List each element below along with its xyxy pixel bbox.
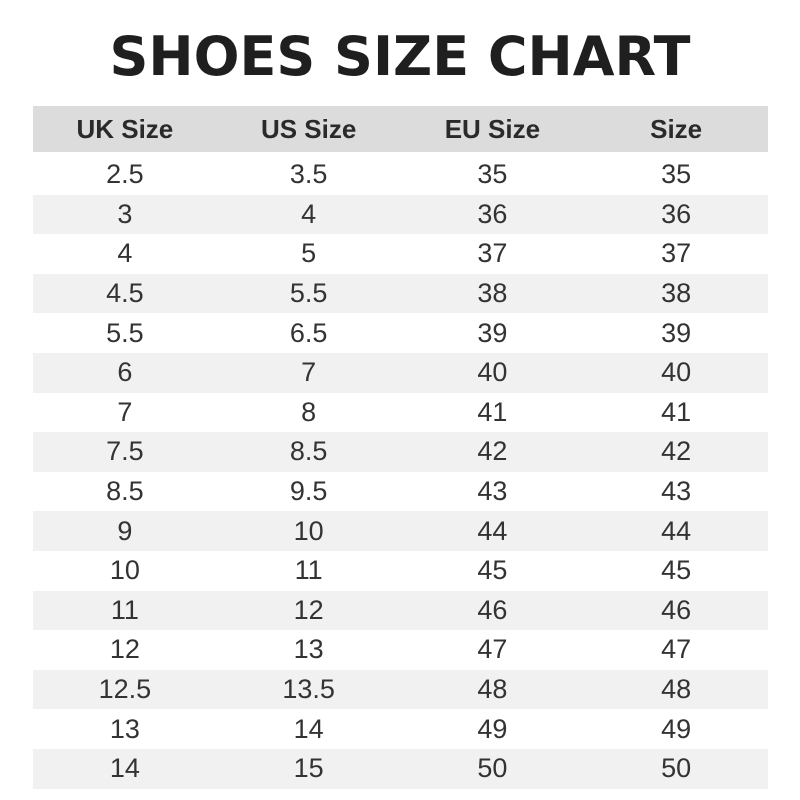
table-cell: 4	[216, 194, 401, 235]
table-cell: 15	[216, 748, 401, 789]
table-cell: 13	[293, 634, 324, 665]
table-cell: 45	[661, 555, 692, 586]
table-row: 13 14 49 49	[33, 709, 768, 749]
table-cell: 4	[117, 238, 133, 269]
table-cell: 7	[117, 396, 133, 427]
table-row: 14 15 50 50	[33, 748, 768, 789]
table-cell: 13.5	[216, 669, 401, 710]
table-cell: 48	[400, 669, 585, 710]
table-cell: 3.5	[289, 159, 328, 190]
table-cell: 12	[216, 590, 401, 631]
table-cell: 5.5	[216, 273, 401, 314]
table-cell: 40	[584, 352, 768, 393]
header-row: UK Size US Size EU Size Size	[33, 106, 768, 152]
table-cell: 11	[294, 555, 323, 586]
table-cell: 43	[661, 476, 692, 507]
table-cell: 42	[400, 432, 585, 472]
table-row: 3 4 36 36	[33, 194, 768, 235]
table-cell: 50	[400, 748, 585, 789]
table-cell: 35	[477, 159, 508, 190]
size-chart-table: UK Size US Size EU Size Size 2.5 3.5 35 35 3 4 36…	[33, 106, 768, 789]
table-cell: 4.5	[33, 273, 217, 314]
table-cell: 10	[216, 511, 401, 551]
table-cell: 39	[477, 317, 508, 348]
table-cell: 5.5	[106, 317, 144, 348]
table-cell: 14	[33, 748, 217, 789]
table-cell: 38	[400, 273, 585, 314]
table-row: 4 5 37 37	[33, 234, 768, 274]
column-header: US Size	[216, 106, 401, 152]
table-cell: 49	[661, 713, 692, 744]
column-header: UK Size	[33, 106, 217, 152]
table-row: 7.5 8.5 42 42	[33, 432, 768, 472]
table-row: 11 12 46 46	[33, 590, 768, 631]
table-row: 5.5 6.5 39 39	[33, 313, 768, 353]
table-cell: 8.5	[106, 476, 144, 507]
table-cell: 40	[400, 352, 585, 393]
table-cell: 7.5	[33, 432, 217, 472]
table-cell: 14	[293, 713, 324, 744]
column-header: Size	[584, 106, 768, 152]
table-cell: 44	[400, 511, 585, 551]
column-header: EU Size	[400, 106, 585, 152]
table-cell: 38	[584, 273, 768, 314]
table-cell: 37	[661, 238, 692, 269]
table-cell: 44	[584, 511, 768, 551]
table-cell: 48	[584, 669, 768, 710]
table-cell: 6	[33, 352, 217, 393]
table-cell: 42	[584, 432, 768, 472]
table-cell: 43	[477, 476, 508, 507]
page-title: SHOES SIZE CHART	[109, 25, 691, 88]
table-cell: 50	[584, 748, 768, 789]
table-cell: 9	[33, 511, 217, 551]
table-row: 8.5 9.5 43 43	[33, 472, 768, 512]
table-cell: 45	[477, 555, 508, 586]
table-cell: 13	[109, 713, 140, 744]
table-cell: 11	[33, 590, 217, 631]
table-cell: 41	[661, 396, 692, 427]
table-row: 7 8 41 41	[33, 393, 768, 433]
table-cell: 47	[661, 634, 692, 665]
table-cell: 7	[216, 352, 401, 393]
table-row: 12.5 13.5 48 48	[33, 669, 768, 710]
table-cell: 10	[109, 555, 140, 586]
table-row: 12 13 47 47	[33, 630, 768, 670]
table-cell: 36	[400, 194, 585, 235]
table-cell: 36	[584, 194, 768, 235]
table-cell: 49	[477, 713, 508, 744]
table-cell: 6.5	[289, 317, 328, 348]
table-cell: 12	[109, 634, 140, 665]
table-cell: 46	[400, 590, 585, 631]
table-cell: 8	[301, 396, 317, 427]
table-row: 2.5 3.5 35 35	[33, 152, 768, 195]
table-cell: 8.5	[216, 432, 401, 472]
table-cell: 47	[477, 634, 508, 665]
table-cell: 3	[33, 194, 217, 235]
table-cell: 46	[584, 590, 768, 631]
table-cell: 39	[661, 317, 692, 348]
table-cell: 41	[477, 396, 508, 427]
table-cell: 12.5	[33, 669, 217, 710]
table-row: 4.5 5.5 38 38	[33, 273, 768, 314]
table-row: 6 7 40 40	[33, 352, 768, 393]
table-cell: 35	[661, 159, 692, 190]
table-row: 10 11 45 45	[33, 551, 768, 591]
table-cell: 9.5	[289, 476, 328, 507]
table-cell: 37	[477, 238, 508, 269]
table-cell: 5	[301, 238, 317, 269]
table-cell: 2.5	[106, 159, 144, 190]
table-row: 9 10 44 44	[33, 511, 768, 551]
